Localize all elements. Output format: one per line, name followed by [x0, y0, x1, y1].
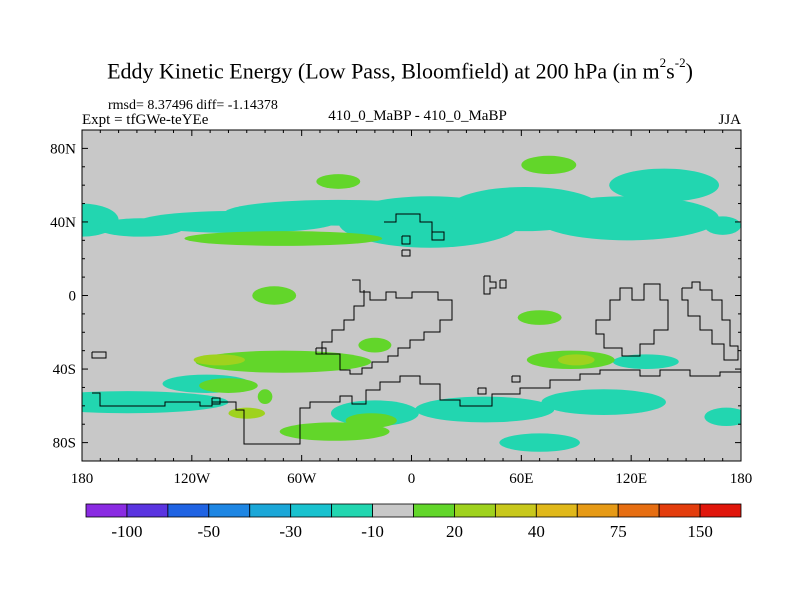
x-tick-label: 180: [71, 471, 94, 487]
x-tick-label: 0: [408, 471, 416, 487]
x-tick-label: 180: [730, 471, 753, 487]
contour-region: [535, 196, 720, 241]
colorbar-label: 150: [687, 522, 713, 541]
title-sup-neg2: -2: [674, 55, 686, 70]
contour-region: [499, 433, 580, 452]
contour-region: [415, 396, 555, 423]
y-tick-label: 80N: [50, 141, 76, 157]
contour-region: [704, 216, 741, 235]
colorbar-label: 40: [528, 522, 545, 541]
contour-region: [316, 174, 361, 189]
experiment-label: Expt = tfGWe-teYEe: [82, 112, 209, 128]
colorbar-swatch: [167, 503, 210, 518]
colorbar-swatch: [494, 503, 537, 518]
colorbar-swatch: [617, 503, 660, 518]
contour-region: [358, 337, 392, 353]
colorbar-label: -30: [279, 522, 302, 541]
contour-region: [612, 354, 679, 370]
colorbar-swatch: [372, 503, 414, 518]
colorbar-label: -10: [361, 522, 384, 541]
colorbar-swatch: [249, 503, 292, 518]
colorbar-swatch: [658, 503, 701, 518]
colorbar: -100 -50 -30 -10 20 40 75 150: [85, 503, 742, 541]
colorbar-swatch: [331, 503, 373, 518]
y-tick-label: 40S: [53, 362, 76, 378]
map-area: [82, 130, 741, 461]
colorbar-swatch: [576, 503, 619, 518]
contour-region: [609, 168, 720, 202]
contour-region: [228, 407, 266, 419]
colorbar-swatch: [454, 503, 496, 518]
contour-region: [252, 286, 297, 305]
season-label: JJA: [718, 112, 741, 128]
contour-region: [704, 407, 741, 427]
chart-title: Eddy Kinetic Energy (Low Pass, Bloomfiel…: [0, 55, 800, 84]
title-main: Eddy Kinetic Energy (Low Pass, Bloomfiel…: [107, 58, 660, 84]
title-end: ): [685, 58, 693, 84]
colorbar-swatch: [290, 503, 333, 518]
x-tick-label: 120E: [615, 471, 647, 487]
contour-region: [199, 378, 258, 393]
contour-region: [184, 231, 383, 246]
colorbar-label: -100: [111, 522, 142, 541]
y-tick-label: 80S: [53, 436, 76, 452]
contour-region: [195, 350, 372, 373]
y-tick-label: 0: [69, 289, 77, 305]
contour-region: [82, 391, 229, 414]
colorbar-swatch: [535, 503, 578, 518]
y-tick-label: 40N: [50, 215, 76, 231]
x-tick-label: 120W: [173, 471, 211, 487]
center-label: 410_0_MaBP - 410_0_MaBP: [328, 108, 507, 124]
title-mid: s: [666, 58, 675, 84]
x-tick-label: 60E: [509, 471, 533, 487]
map-axes: 180 120W 60W 0 60E 120E 180 80N 40N 0 40S 80S: [50, 129, 753, 487]
contour-region: [557, 354, 595, 366]
contour-region: [345, 413, 397, 428]
contour-region: [193, 354, 245, 366]
colorbar-swatch: [85, 503, 128, 518]
contour-region: [517, 310, 562, 325]
colorbar-swatch: [699, 503, 742, 518]
colorbar-swatch: [208, 503, 251, 518]
title-sup-squared: 2: [659, 55, 667, 70]
contour-region: [541, 389, 666, 416]
colorbar-swatch: [126, 503, 169, 518]
contour-region: [257, 389, 273, 404]
colorbar-label: -50: [197, 522, 220, 541]
coastline: [91, 213, 741, 445]
stats-text: rmsd= 8.37496 diff= -1.14378: [108, 98, 278, 113]
colorbar-swatch: [413, 503, 455, 518]
colorbar-label: 75: [610, 522, 627, 541]
contour-region: [521, 155, 577, 175]
colorbar-label: 20: [446, 522, 463, 541]
x-tick-label: 60W: [287, 471, 317, 487]
